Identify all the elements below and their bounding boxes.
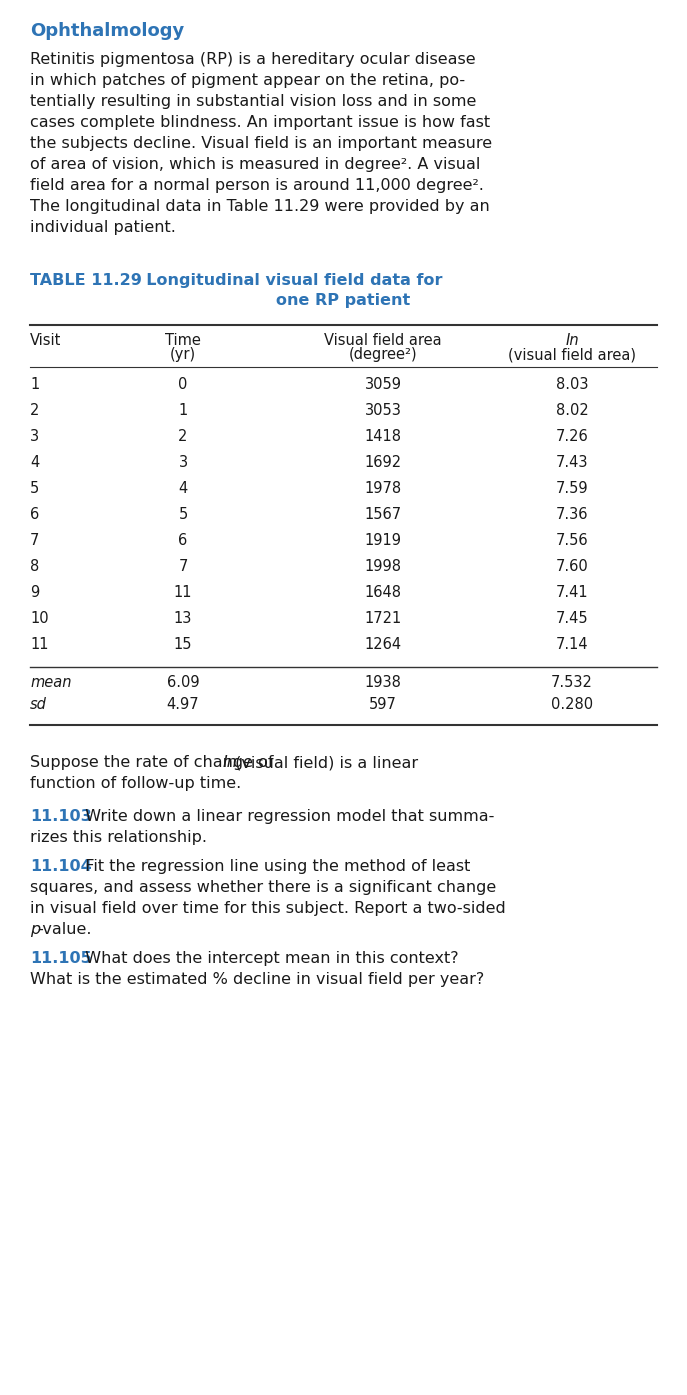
Text: 7.59: 7.59 <box>556 481 588 497</box>
Text: 10: 10 <box>30 611 49 626</box>
Text: Fit the regression line using the method of least: Fit the regression line using the method… <box>74 859 470 875</box>
Text: 15: 15 <box>174 638 192 651</box>
Text: Ophthalmology: Ophthalmology <box>30 22 184 40</box>
Text: 7: 7 <box>179 559 188 573</box>
Text: in which patches of pigment appear on the retina, po-: in which patches of pigment appear on th… <box>30 73 465 88</box>
Text: 6: 6 <box>30 506 39 522</box>
Text: mean: mean <box>30 675 71 691</box>
Text: 11.103: 11.103 <box>30 809 92 824</box>
Text: Visual field area: Visual field area <box>324 333 442 347</box>
Text: 8: 8 <box>30 559 39 573</box>
Text: Visit: Visit <box>30 333 61 347</box>
Text: 4: 4 <box>179 481 188 497</box>
Text: 13: 13 <box>174 611 192 626</box>
Text: (yr): (yr) <box>170 347 196 361</box>
Text: 9: 9 <box>30 585 39 600</box>
Text: Suppose the rate of change of: Suppose the rate of change of <box>30 755 279 770</box>
Text: 2: 2 <box>179 430 188 444</box>
Text: 1919: 1919 <box>365 533 401 548</box>
Text: in visual field over time for this subject. Report a two-sided: in visual field over time for this subje… <box>30 901 506 917</box>
Text: 1567: 1567 <box>364 506 402 522</box>
Text: 1938: 1938 <box>365 675 401 691</box>
Text: 11.104: 11.104 <box>30 859 92 875</box>
Text: 0.280: 0.280 <box>551 698 593 711</box>
Text: field area for a normal person is around 11,000 degree².: field area for a normal person is around… <box>30 179 484 193</box>
Text: 1264: 1264 <box>364 638 402 651</box>
Text: 1998: 1998 <box>365 559 401 573</box>
Text: squares, and assess whether there is a significant change: squares, and assess whether there is a s… <box>30 880 496 896</box>
Text: 7: 7 <box>30 533 39 548</box>
Text: 3: 3 <box>179 455 188 470</box>
Text: 8.03: 8.03 <box>556 377 588 392</box>
Text: function of follow-up time.: function of follow-up time. <box>30 776 241 791</box>
Text: 3059: 3059 <box>365 377 401 392</box>
Text: 7.26: 7.26 <box>556 430 588 444</box>
Text: 11: 11 <box>30 638 49 651</box>
Text: 1721: 1721 <box>364 611 402 626</box>
Text: 7.60: 7.60 <box>556 559 588 573</box>
Text: 5: 5 <box>30 481 39 497</box>
Text: In: In <box>565 333 579 347</box>
Text: individual patient.: individual patient. <box>30 220 176 234</box>
Text: 11: 11 <box>174 585 192 600</box>
Text: Longitudinal visual field data for: Longitudinal visual field data for <box>135 273 442 287</box>
Text: Time: Time <box>165 333 201 347</box>
Text: 7.14: 7.14 <box>556 638 588 651</box>
Text: Retinitis pigmentosa (RP) is a hereditary ocular disease: Retinitis pigmentosa (RP) is a hereditar… <box>30 52 475 67</box>
Text: 6.09: 6.09 <box>167 675 199 691</box>
Text: p: p <box>30 922 40 937</box>
Text: 6: 6 <box>179 533 188 548</box>
Text: (degree²): (degree²) <box>349 347 417 361</box>
Text: cases complete blindness. An important issue is how fast: cases complete blindness. An important i… <box>30 114 490 130</box>
Text: 1: 1 <box>30 377 39 392</box>
Text: the subjects decline. Visual field is an important measure: the subjects decline. Visual field is an… <box>30 135 492 151</box>
Text: -value.: -value. <box>37 922 91 937</box>
Text: sd: sd <box>30 698 47 711</box>
Text: 597: 597 <box>369 698 397 711</box>
Text: 1692: 1692 <box>364 455 402 470</box>
Text: 7.56: 7.56 <box>556 533 588 548</box>
Text: rizes this relationship.: rizes this relationship. <box>30 830 207 845</box>
Text: tentially resulting in substantial vision loss and in some: tentially resulting in substantial visio… <box>30 93 476 109</box>
Text: 1648: 1648 <box>365 585 401 600</box>
Text: 3: 3 <box>30 430 39 444</box>
Text: 7.532: 7.532 <box>551 675 593 691</box>
Text: one RP patient: one RP patient <box>276 293 411 308</box>
Text: 11.105: 11.105 <box>30 951 92 965</box>
Text: 0: 0 <box>179 377 188 392</box>
Text: 5: 5 <box>179 506 188 522</box>
Text: 7.43: 7.43 <box>556 455 588 470</box>
Text: What does the intercept mean in this context?: What does the intercept mean in this con… <box>74 951 458 965</box>
Text: (visual field area): (visual field area) <box>508 347 636 361</box>
Text: 1: 1 <box>179 403 188 418</box>
Text: TABLE 11.29: TABLE 11.29 <box>30 273 142 287</box>
Text: 2: 2 <box>30 403 39 418</box>
Text: 7.36: 7.36 <box>556 506 588 522</box>
Text: 7.41: 7.41 <box>556 585 588 600</box>
Text: The longitudinal data in Table 11.29 were provided by an: The longitudinal data in Table 11.29 wer… <box>30 199 490 213</box>
Text: 4: 4 <box>30 455 39 470</box>
Text: In: In <box>223 755 238 770</box>
Text: of area of vision, which is measured in degree². A visual: of area of vision, which is measured in … <box>30 158 480 172</box>
Text: What is the estimated % decline in visual field per year?: What is the estimated % decline in visua… <box>30 972 484 988</box>
Text: (visual field) is a linear: (visual field) is a linear <box>230 755 418 770</box>
Text: 4.97: 4.97 <box>167 698 199 711</box>
Text: 7.45: 7.45 <box>556 611 588 626</box>
Text: 8.02: 8.02 <box>556 403 588 418</box>
Text: 3053: 3053 <box>365 403 401 418</box>
Text: 1978: 1978 <box>364 481 402 497</box>
Text: Write down a linear regression model that summa-: Write down a linear regression model tha… <box>74 809 494 824</box>
Text: 1418: 1418 <box>365 430 401 444</box>
